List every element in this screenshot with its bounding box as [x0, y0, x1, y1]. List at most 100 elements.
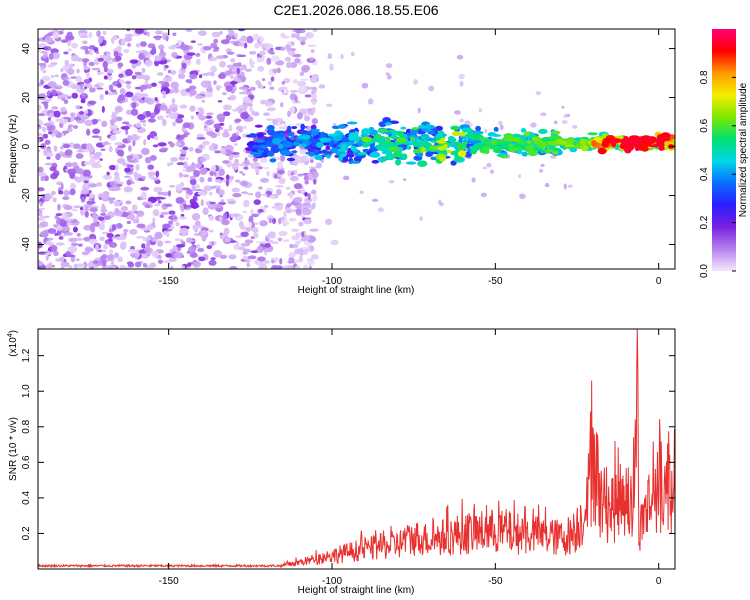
noise-blob [89, 225, 96, 233]
noise-blob [121, 121, 130, 125]
noise-blob [197, 247, 205, 253]
noise-blob [309, 228, 319, 232]
noise-blob [176, 134, 182, 139]
noise-blob [165, 253, 173, 258]
signal-blob [310, 128, 320, 132]
noise-blob [238, 163, 247, 167]
noise-blob [107, 237, 113, 243]
noise-blob [295, 33, 300, 40]
noise-blob [66, 127, 73, 133]
noise-blob [417, 107, 421, 114]
noise-blob [99, 236, 105, 241]
noise-blob [283, 239, 287, 243]
noise-blob [242, 251, 248, 256]
noise-blob [307, 192, 311, 201]
noise-blob [286, 209, 292, 214]
noise-blob [214, 46, 220, 50]
noise-blob [480, 192, 487, 198]
noise-blob [149, 262, 157, 268]
noise-blob [263, 260, 271, 264]
noise-blob [67, 168, 77, 176]
noise-blob [147, 171, 156, 176]
noise-blob [81, 251, 90, 256]
noise-blob [54, 74, 59, 78]
signal-blob [340, 143, 347, 150]
noise-blob [261, 78, 266, 82]
noise-blob [242, 96, 251, 104]
noise-blob [38, 149, 41, 153]
signal-blob [500, 146, 507, 150]
signal-blob [549, 135, 555, 139]
noise-blob [100, 205, 107, 210]
noise-blob [60, 146, 64, 150]
noise-blob [359, 190, 364, 194]
noise-blob [163, 230, 169, 236]
noise-blob [288, 217, 297, 222]
noise-blob [82, 40, 88, 45]
signal-blob [423, 142, 432, 148]
noise-blob [298, 156, 306, 163]
noise-blob [162, 95, 166, 99]
noise-blob [135, 43, 141, 48]
noise-blob [271, 217, 277, 225]
signal-blob [450, 125, 460, 131]
noise-blob [191, 185, 196, 191]
noise-blob [210, 257, 216, 261]
noise-blob [240, 231, 249, 238]
signal-blob [566, 138, 576, 142]
signal-blob [640, 142, 652, 145]
noise-blob [259, 220, 268, 227]
noise-blob [198, 256, 206, 262]
noise-blob [171, 44, 180, 48]
noise-blob [262, 248, 272, 252]
signal-blob [456, 143, 467, 151]
noise-blob [114, 252, 120, 258]
noise-blob [40, 50, 48, 54]
noise-blob [101, 105, 105, 113]
noise-blob [171, 52, 178, 58]
noise-blob [139, 93, 149, 98]
noise-blob [47, 81, 57, 88]
noise-blob [246, 91, 253, 95]
noise-blob [114, 141, 123, 146]
noise-blob [252, 161, 261, 168]
signal-blob [447, 139, 456, 143]
noise-blob [330, 239, 339, 246]
noise-blob [158, 44, 165, 50]
spectrogram-x-label: Height of straight line (km) [298, 285, 415, 296]
noise-blob [159, 104, 168, 111]
noise-blob [170, 81, 179, 90]
noise-blob [244, 68, 252, 72]
noise-blob [60, 183, 64, 190]
noise-blob [279, 154, 286, 162]
noise-blob [135, 29, 144, 35]
signal-blob [553, 147, 562, 152]
noise-blob [199, 176, 205, 183]
noise-blob [207, 177, 213, 183]
noise-blob [48, 52, 54, 61]
noise-blob [242, 126, 247, 129]
noise-blob [38, 113, 45, 117]
noise-blob [303, 115, 311, 122]
signal-blob [261, 151, 269, 158]
noise-blob [275, 184, 285, 188]
signal-blob [503, 135, 514, 142]
noise-blob [84, 86, 88, 90]
snr-scale-exponent: 4 [7, 333, 14, 337]
noise-blob [86, 128, 91, 136]
noise-blob [199, 156, 206, 163]
noise-blob [164, 240, 172, 244]
noise-blob [294, 95, 298, 103]
noise-blob [168, 257, 177, 262]
noise-blob [162, 223, 171, 229]
noise-blob [294, 169, 298, 175]
noise-blob [236, 74, 243, 79]
noise-blob [167, 162, 171, 167]
noise-blob [42, 215, 50, 219]
noise-blob [178, 172, 184, 178]
noise-blob [88, 31, 93, 39]
noise-blob [44, 252, 53, 256]
noise-blob [84, 119, 93, 127]
spectrogram-y-tick-label: 40 [21, 43, 32, 55]
noise-blob [84, 47, 89, 55]
